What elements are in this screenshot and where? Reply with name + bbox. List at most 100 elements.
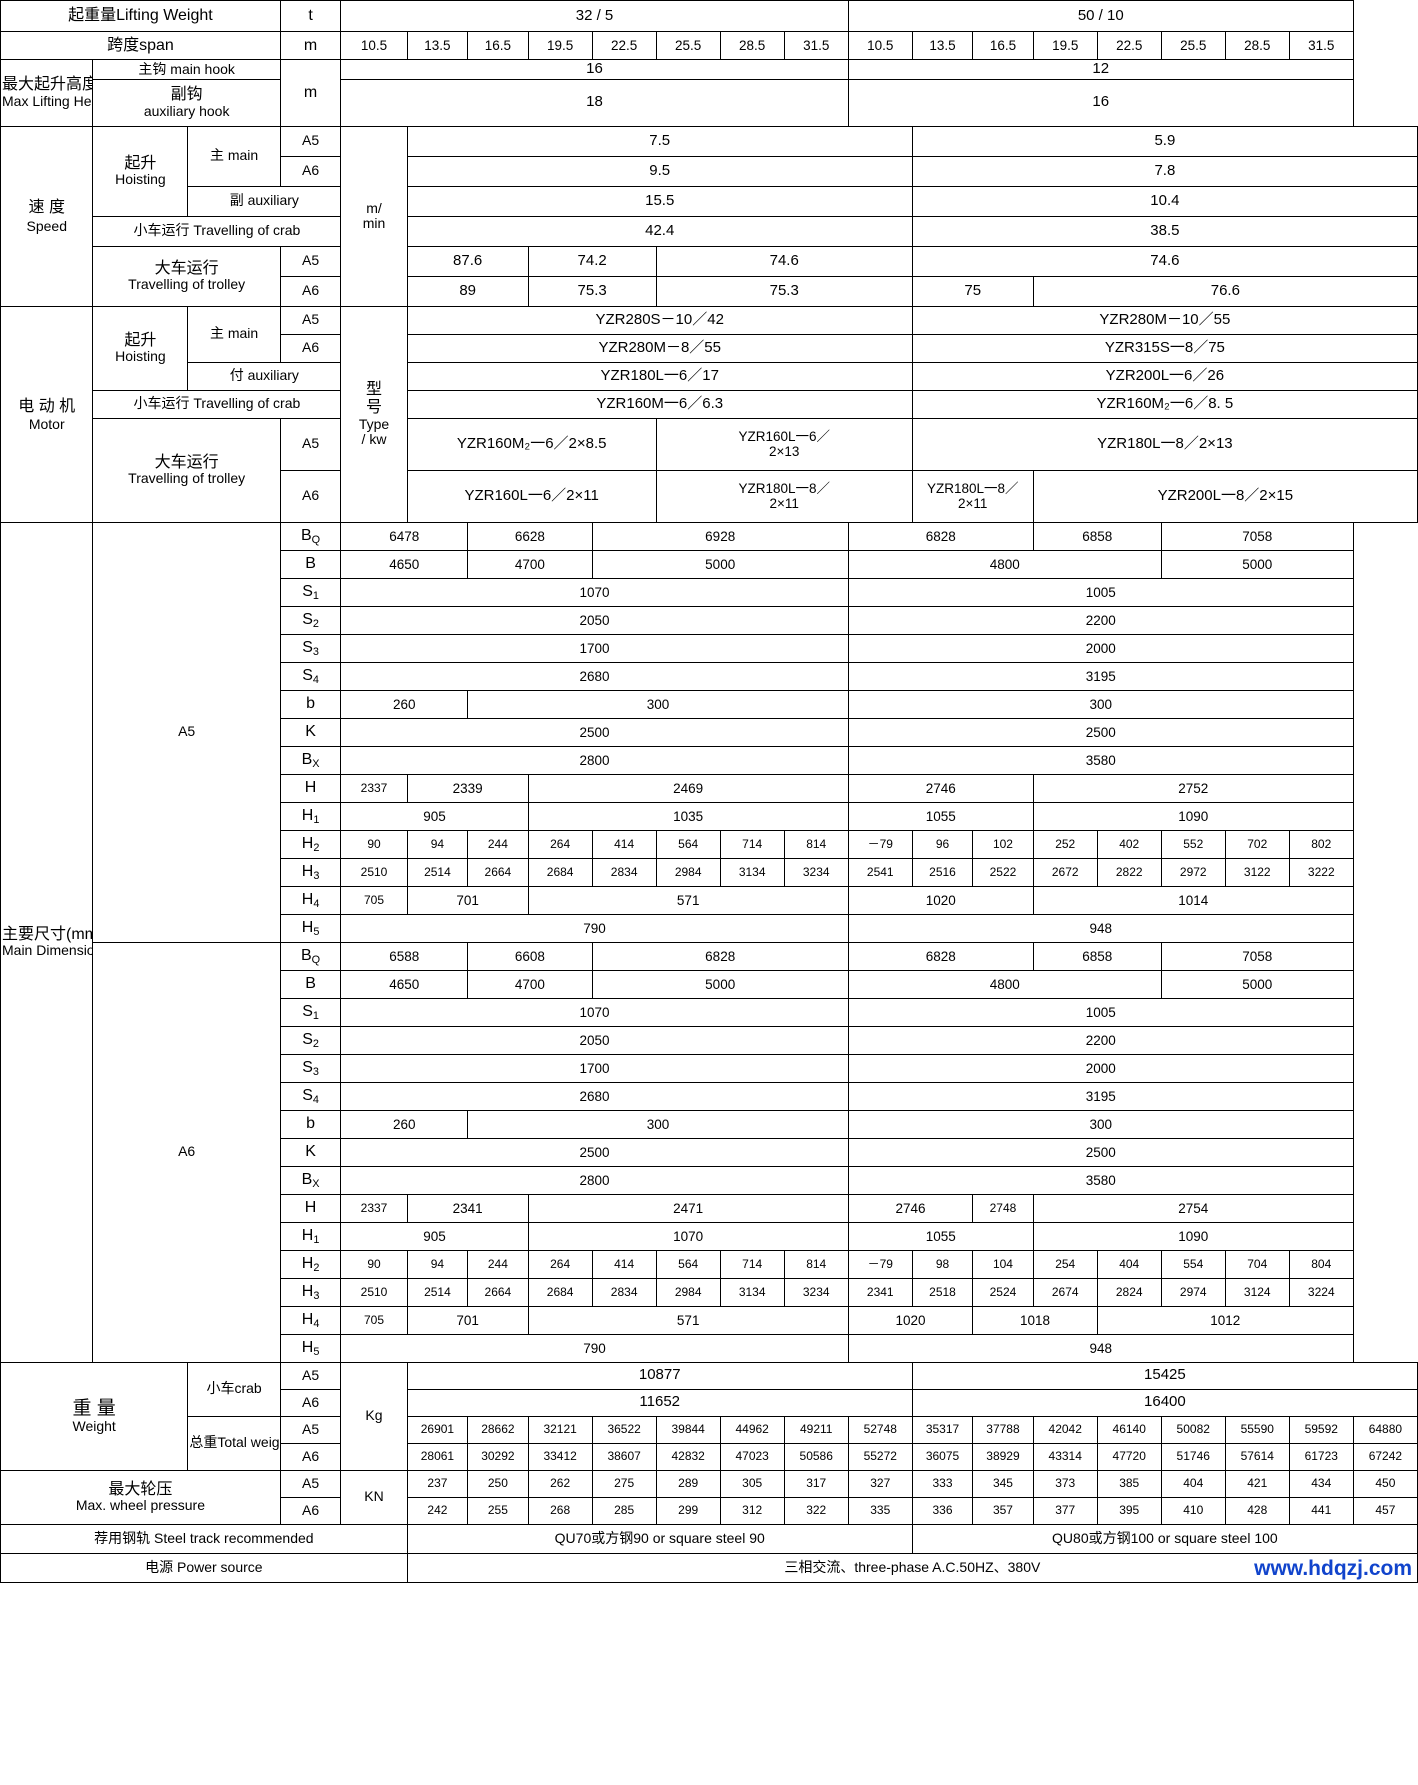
dim-value-a6-b-3: 300 [847, 1109, 1354, 1139]
dim-symbol-a5-H3: H3 [279, 857, 342, 887]
dim-value-a5-BX-2: 3580 [847, 745, 1354, 775]
weight-total-a5-value-1: 26901 [406, 1415, 469, 1444]
dim-value-a6-H3-3: 2664 [467, 1277, 529, 1307]
weight-total-a5-value-5: 39844 [655, 1415, 721, 1444]
dim-value-a5-B-5: 5000 [1160, 549, 1354, 579]
motor-type-unit: 型 号 Type / kw [340, 305, 408, 523]
dim-value-a6-H2-15: 704 [1224, 1249, 1290, 1279]
row-speed-auxiliary: 副 auxiliary 15.5 10.4 [1, 185, 1418, 217]
span-col-11: 16.5 [972, 31, 1034, 60]
dim-value-a6-K-1: 2500 [340, 1137, 849, 1167]
dim-value-a6-H2-10: 98 [911, 1249, 974, 1279]
wheel-pressure-a6-label: A6 [279, 1496, 342, 1525]
main-dimensions-label: 主要尺寸(mm)Main Dimensions [0, 521, 94, 1363]
dim-value-a6-H5-1: 790 [340, 1333, 849, 1363]
dim-symbol-a6-S3: S3 [279, 1053, 342, 1083]
dim-value-a6-H2-13: 404 [1096, 1249, 1162, 1279]
dim-symbol-a5-S4: S4 [279, 661, 342, 691]
motor-aux-value-1: YZR180L一6／17 [406, 361, 913, 391]
motor-trolley-a5-label: A5 [279, 417, 342, 471]
dim-value-a5-H3-14: 2972 [1160, 857, 1226, 887]
dim-value-a6-H3-8: 3234 [783, 1277, 849, 1307]
weight-total-a6-value-11: 43314 [1032, 1442, 1098, 1471]
dim-value-a5-S1-2: 1005 [847, 577, 1354, 607]
motor-trolley-a6-v2: YZR180L一8／ 2×11 [655, 469, 913, 523]
speed-trolley-a6-v2: 75.3 [527, 275, 657, 307]
dim-value-a6-BX-2: 3580 [847, 1165, 1354, 1195]
dim-value-a5-H2-1: 90 [340, 829, 408, 859]
span-col-5: 22.5 [591, 31, 657, 60]
weight-total-a5-value-4: 36522 [591, 1415, 657, 1444]
dim-value-a5-H5-2: 948 [847, 913, 1354, 943]
site-watermark: www.hdqzj.com [1254, 1556, 1412, 1580]
main-hook-value-1: 16 [340, 59, 849, 80]
dim-row-a5-S4: S4 2680 3195 [1, 661, 1418, 691]
speed-crab-value-1: 42.4 [406, 215, 913, 247]
dim-value-a6-H2-4: 264 [527, 1249, 593, 1279]
dim-symbol-a6-H3: H3 [279, 1277, 342, 1307]
motor-main-a6-value-2: YZR315S一8／75 [911, 333, 1418, 363]
dim-value-a6-H4-3: 571 [527, 1305, 849, 1335]
dim-value-a5-H5-1: 790 [340, 913, 849, 943]
aux-hook-value-1: 18 [340, 78, 849, 127]
span-col-4: 19.5 [527, 31, 593, 60]
dim-symbol-a6-H1: H1 [279, 1221, 342, 1251]
span-col-2: 13.5 [406, 31, 469, 60]
wheel-pressure-a6-value-6: 312 [719, 1496, 785, 1525]
speed-trolley-a5-v3: 74.6 [655, 245, 913, 277]
dim-value-a5-H-1: 2337 [340, 773, 408, 803]
dim-value-a5-S1-1: 1070 [340, 577, 849, 607]
dim-value-a5-H3-16: 3222 [1288, 857, 1354, 887]
speed-main-a6-value-1: 9.5 [406, 155, 913, 187]
weight-total-a5-value-14: 55590 [1224, 1415, 1290, 1444]
motor-trolley-a5-v2: YZR160L一6／ 2×13 [655, 417, 913, 471]
row-weight-total-a6: A6 28061 30292 33412 38607 42832 47023 50586 55… [1, 1442, 1418, 1471]
weight-total-a6-value-16: 67242 [1352, 1442, 1418, 1471]
motor-trolley-label: 大车运行 Travelling of trolley [92, 417, 281, 523]
dim-value-a6-B-4: 4800 [847, 969, 1162, 999]
dim-group-label-a6: A6 [92, 941, 281, 1363]
dim-value-a6-H2-14: 554 [1160, 1249, 1226, 1279]
dim-value-a6-H2-5: 414 [591, 1249, 657, 1279]
span-col-16: 31.5 [1288, 31, 1354, 60]
dim-symbol-a5-H4: H4 [279, 885, 342, 915]
dim-value-a5-H2-12: 252 [1032, 829, 1098, 859]
wheel-pressure-label: 最大轮压 Max. wheel pressure [0, 1469, 281, 1525]
dim-symbol-a5-K: K [279, 717, 342, 747]
wheel-pressure-a5-label: A5 [279, 1469, 342, 1498]
dim-value-a6-H3-6: 2984 [655, 1277, 721, 1307]
weight-crab-a6-label: A6 [279, 1388, 342, 1417]
dim-value-a6-H3-2: 2514 [406, 1277, 469, 1307]
wheel-pressure-a5-value-12: 385 [1096, 1469, 1162, 1498]
speed-trolley-a6-v5: 76.6 [1032, 275, 1418, 307]
dim-value-a6-H2-7: 714 [719, 1249, 785, 1279]
dim-symbol-a5-BQ: BQ [279, 521, 342, 551]
weight-total-a5-value-13: 50082 [1160, 1415, 1226, 1444]
dim-value-a6-S1-1: 1070 [340, 997, 849, 1027]
dim-value-a5-H2-14: 552 [1160, 829, 1226, 859]
dim-symbol-a6-S4: S4 [279, 1081, 342, 1111]
weight-total-a5-label: A5 [279, 1415, 342, 1444]
dim-symbol-a5-H5: H5 [279, 913, 342, 943]
dim-value-a5-BQ-1: 6478 [340, 521, 469, 551]
lifting-weight-unit: t [279, 0, 342, 32]
dim-value-a6-S2-1: 2050 [340, 1025, 849, 1055]
weight-total-a6-value-9: 36075 [911, 1442, 974, 1471]
row-weight-crab-a6: A6 11652 16400 [1, 1388, 1418, 1417]
dim-value-a6-H-6: 2754 [1032, 1193, 1354, 1223]
weight-total-a5-value-6: 44962 [719, 1415, 785, 1444]
speed-trolley-label: 大车运行 Travelling of trolley [92, 245, 281, 307]
dim-value-a5-H2-10: 96 [911, 829, 974, 859]
weight-total-a6-value-7: 50586 [783, 1442, 849, 1471]
dim-value-a6-H3-13: 2824 [1096, 1277, 1162, 1307]
lifting-weight-label: 起重量Lifting Weight [0, 0, 281, 32]
dim-value-a6-H4-6: 1012 [1096, 1305, 1354, 1335]
dim-value-a5-BQ-3: 6928 [591, 521, 849, 551]
dim-value-a6-BQ-4: 6828 [847, 941, 1034, 971]
weight-crab-a5-label: A5 [279, 1361, 342, 1390]
speed-main-a5-value-1: 7.5 [406, 125, 913, 157]
main-dimensions-section: 主要尺寸(mm)Main DimensionsA5BQ6478662869286… [0, 521, 1418, 1363]
dim-symbol-a5-S3: S3 [279, 633, 342, 663]
dim-symbol-a5-B: B [279, 549, 342, 579]
dim-value-a6-K-2: 2500 [847, 1137, 1354, 1167]
